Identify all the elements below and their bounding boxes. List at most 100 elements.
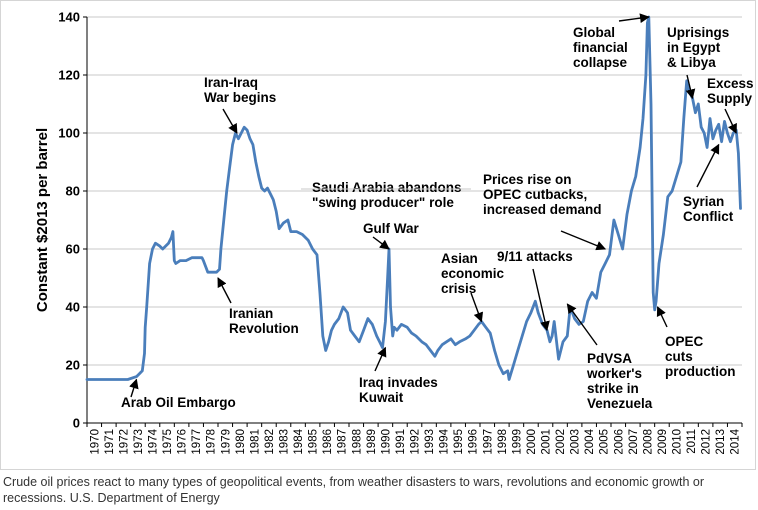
x-tick-label: 2004 bbox=[584, 428, 596, 454]
annotation-arrow bbox=[217, 277, 232, 304]
annotation-label: in Egypt bbox=[667, 40, 721, 55]
x-tick-label: 2009 bbox=[657, 429, 669, 455]
x-tick-label: 2013 bbox=[715, 429, 727, 455]
x-tick-label: 1970 bbox=[89, 429, 101, 455]
x-tick-label: 1973 bbox=[133, 429, 145, 455]
x-tick-label: 1986 bbox=[322, 429, 334, 455]
x-tick-label: 1972 bbox=[118, 429, 130, 455]
annotation-label: Asian bbox=[441, 251, 478, 266]
annotation-label: Prices rise on bbox=[483, 172, 572, 187]
x-tick-label: 1979 bbox=[220, 429, 232, 455]
x-tick-label: 2000 bbox=[526, 429, 538, 455]
annotation-label: Arab Oil Embargo bbox=[121, 395, 236, 410]
y-tick-label: 140 bbox=[58, 10, 80, 25]
x-tick-label: 1983 bbox=[279, 429, 291, 455]
x-tick-label: 1981 bbox=[249, 429, 261, 455]
annotation-arrow bbox=[618, 13, 650, 24]
annotation-arrow bbox=[222, 108, 238, 134]
annotation-label: Iran-Iraq bbox=[204, 75, 258, 90]
annotation-label: Kuwait bbox=[359, 390, 404, 405]
x-tick-label: 1989 bbox=[366, 429, 378, 455]
annotation-label: "swing producer" role bbox=[312, 195, 454, 210]
caption-text: Crude oil prices react to many types of … bbox=[3, 475, 705, 505]
y-tick-label: 80 bbox=[66, 184, 80, 199]
annotation-label: crisis bbox=[441, 281, 476, 296]
x-tick-label: 2003 bbox=[570, 429, 582, 455]
annotation-arrow bbox=[724, 108, 737, 134]
x-tick-label: 1997 bbox=[482, 429, 494, 455]
y-tick-label: 100 bbox=[58, 126, 80, 141]
x-tick-label: 1977 bbox=[191, 429, 203, 455]
caption-source: U.S. Department of Energy bbox=[69, 491, 220, 505]
x-tick-label: 1993 bbox=[424, 429, 436, 455]
annotation-label: increased demand bbox=[483, 202, 602, 217]
annotation-label: OPEC bbox=[665, 334, 704, 349]
y-tick-label: 60 bbox=[66, 242, 80, 257]
x-tick-label: 1982 bbox=[264, 429, 276, 455]
annotation-label: Gulf War bbox=[363, 221, 419, 236]
annotation-label: Saudi Arabia abandons bbox=[312, 180, 462, 195]
annotation-label: Supply bbox=[707, 91, 752, 106]
annotation-arrow bbox=[374, 346, 387, 372]
x-tick-label: 1988 bbox=[351, 429, 363, 455]
x-tick-label: 1976 bbox=[177, 429, 189, 455]
x-tick-label: 2014 bbox=[730, 428, 742, 454]
annotation-label: Iraq invades bbox=[359, 375, 438, 390]
x-tick-label: 1999 bbox=[511, 429, 523, 455]
annotation-arrow bbox=[560, 230, 607, 251]
annotation-label: Global bbox=[573, 25, 615, 40]
x-tick-label: 1978 bbox=[206, 429, 218, 455]
x-tick-label: 1994 bbox=[439, 428, 451, 454]
annotation-label: financial bbox=[573, 40, 628, 55]
annotation-label: Uprisings bbox=[667, 25, 729, 40]
x-tick-label: 1996 bbox=[468, 429, 480, 455]
annotation-label: War begins bbox=[204, 90, 276, 105]
figure-caption: Crude oil prices react to many types of … bbox=[3, 474, 753, 506]
x-tick-label: 2001 bbox=[541, 429, 553, 455]
x-tick-label: 2011 bbox=[686, 429, 698, 454]
annotation-label: cuts bbox=[665, 349, 693, 364]
annotation-label: OPEC cutbacks, bbox=[483, 187, 587, 202]
x-tick-label: 1971 bbox=[104, 429, 116, 455]
x-tick-label: 1995 bbox=[453, 429, 465, 455]
x-tick-label: 2010 bbox=[672, 429, 684, 455]
y-axis-title: Constant $2013 per barrel bbox=[34, 128, 51, 312]
x-tick-label: 2002 bbox=[555, 429, 567, 455]
x-tick-label: 1991 bbox=[395, 429, 407, 455]
x-tick-label: 1980 bbox=[235, 429, 247, 455]
annotation-label: Excess bbox=[707, 76, 754, 91]
y-tick-label: 20 bbox=[66, 358, 80, 373]
annotation-label: Revolution bbox=[229, 321, 299, 336]
x-tick-label: 1987 bbox=[337, 429, 349, 455]
annotation-label: worker's bbox=[586, 366, 642, 381]
annotation-label: strike in bbox=[587, 381, 639, 396]
annotation-label: Iranian bbox=[229, 306, 273, 321]
annotation-arrow bbox=[372, 236, 390, 250]
annotation-label: Venezuela bbox=[587, 396, 653, 411]
x-tick-label: 2006 bbox=[613, 429, 625, 455]
x-tick-label: 1990 bbox=[380, 429, 392, 455]
annotation-label: PdVSA bbox=[587, 351, 632, 366]
x-tick-label: 2012 bbox=[701, 429, 713, 455]
annotation-label: collapse bbox=[573, 55, 628, 70]
y-tick-label: 40 bbox=[66, 300, 80, 315]
annotation-label: production bbox=[665, 364, 736, 379]
annotation-label: & Libya bbox=[667, 55, 716, 70]
y-tick-label: 0 bbox=[73, 416, 80, 431]
annotation-label: Syrian bbox=[683, 194, 724, 209]
x-tick-label: 1998 bbox=[497, 429, 509, 455]
x-tick-label: 1992 bbox=[410, 429, 422, 455]
x-tick-label: 2008 bbox=[642, 429, 654, 455]
chart-frame: 0 20 40 60 80 100 120 140 1970 1971 1972 1973 1974 19… bbox=[0, 0, 756, 470]
x-tick-label: 2005 bbox=[599, 429, 611, 455]
annotation-label: 9/11 attacks bbox=[497, 249, 573, 264]
annotation-label: economic bbox=[441, 266, 505, 281]
price-series-line bbox=[85, 15, 742, 381]
x-tick-label: 1985 bbox=[308, 429, 320, 455]
annotation-arrow bbox=[532, 268, 550, 332]
x-tick-label: 1984 bbox=[293, 428, 305, 454]
x-tick-label: 1975 bbox=[162, 429, 174, 455]
x-tick-label: 1974 bbox=[148, 428, 160, 454]
annotation-arrow bbox=[656, 306, 668, 328]
